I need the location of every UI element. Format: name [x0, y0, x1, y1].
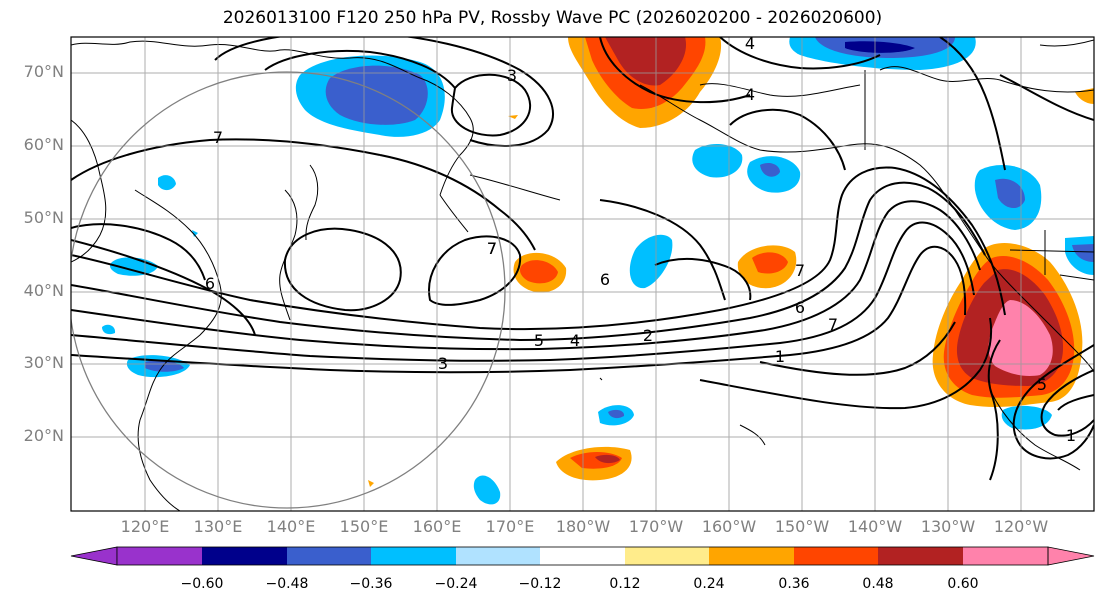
lon-label: 120°W — [993, 517, 1049, 536]
lon-label: 130°E — [193, 517, 243, 536]
colorbar-segment — [202, 547, 287, 565]
contour-label: 2 — [643, 326, 653, 345]
colorbar-segment — [287, 547, 371, 565]
lon-label: 170°W — [628, 517, 684, 536]
colorbar-extend-low — [70, 546, 118, 566]
lat-label: 40°N — [23, 281, 64, 300]
contour-label: 7 — [213, 128, 223, 147]
lon-label: 120°E — [120, 517, 170, 536]
lon-label: 150°W — [774, 517, 830, 536]
lon-label: 140°W — [847, 517, 903, 536]
contour-label: 1 — [1066, 426, 1076, 445]
lon-label: 150°E — [339, 517, 389, 536]
contour-label: 3 — [507, 66, 517, 85]
contour-label: 4 — [745, 34, 755, 53]
colorbar-tick-label: 0.24 — [693, 576, 725, 592]
colorbar-tick-label: −0.60 — [180, 576, 224, 592]
colorbar-segment — [540, 547, 625, 565]
lat-label: 30°N — [23, 353, 64, 372]
contour-label: 7 — [828, 315, 838, 334]
lon-label: 180°W — [555, 517, 611, 536]
colorbar-tick-label: −0.24 — [434, 576, 478, 592]
gridlines — [71, 37, 1094, 511]
colorbar-tick-label: 0.36 — [778, 576, 810, 592]
colorbar-tick-label: 0.48 — [862, 576, 894, 592]
contour-label: 6 — [795, 298, 805, 317]
colorbar-extend-high — [1047, 546, 1095, 566]
colorbar-segment — [117, 547, 202, 565]
lat-label: 60°N — [23, 135, 64, 154]
lat-label: 70°N — [23, 62, 64, 81]
lon-label: 160°E — [412, 517, 462, 536]
contour-label: 7 — [487, 239, 497, 258]
contour-label: 7 — [795, 261, 805, 280]
contour-label: 4 — [570, 331, 580, 350]
colorbar-segment — [625, 547, 709, 565]
contour-label: 1 — [775, 347, 785, 366]
colorbar-segment — [794, 547, 878, 565]
map-title: 2026013100 F120 250 hPa PV, Rossby Wave … — [222, 8, 883, 28]
lat-label: 50°N — [23, 208, 64, 227]
contour-label: 5 — [534, 331, 544, 350]
contour-label: 7 — [487, 239, 497, 258]
colorbar — [70, 546, 1095, 566]
lon-label: 140°E — [266, 517, 316, 536]
colorbar-tick-label: −0.12 — [518, 576, 562, 592]
contour-label: 6 — [600, 270, 610, 289]
negative-anomaly-shading — [102, 37, 1094, 505]
contour-label: 4 — [745, 85, 755, 104]
colorbar-segment — [709, 547, 794, 565]
colorbar-segment — [878, 547, 963, 565]
map-frame — [70, 36, 1095, 512]
contour-label: 6 — [205, 274, 215, 293]
positive-anomaly-shading — [368, 37, 1094, 487]
colorbar-tick-label: −0.48 — [265, 576, 309, 592]
colorbar-segment — [963, 547, 1048, 565]
lat-label: 20°N — [23, 426, 64, 445]
reference-circle — [71, 71, 506, 509]
contour-label: 3 — [438, 354, 448, 373]
colorbar-tick-label: −0.36 — [349, 576, 393, 592]
lon-label: 130°W — [920, 517, 976, 536]
colorbar-segment — [456, 547, 540, 565]
colorbar-tick-label: 0.60 — [947, 576, 979, 592]
lon-label: 160°W — [701, 517, 757, 536]
contour-label: 5 — [1037, 375, 1047, 394]
colorbar-tick-label: 0.12 — [609, 576, 641, 592]
colorbar-segment — [371, 547, 456, 565]
lon-label: 170°E — [485, 517, 535, 536]
pv-contours — [71, 37, 1094, 481]
